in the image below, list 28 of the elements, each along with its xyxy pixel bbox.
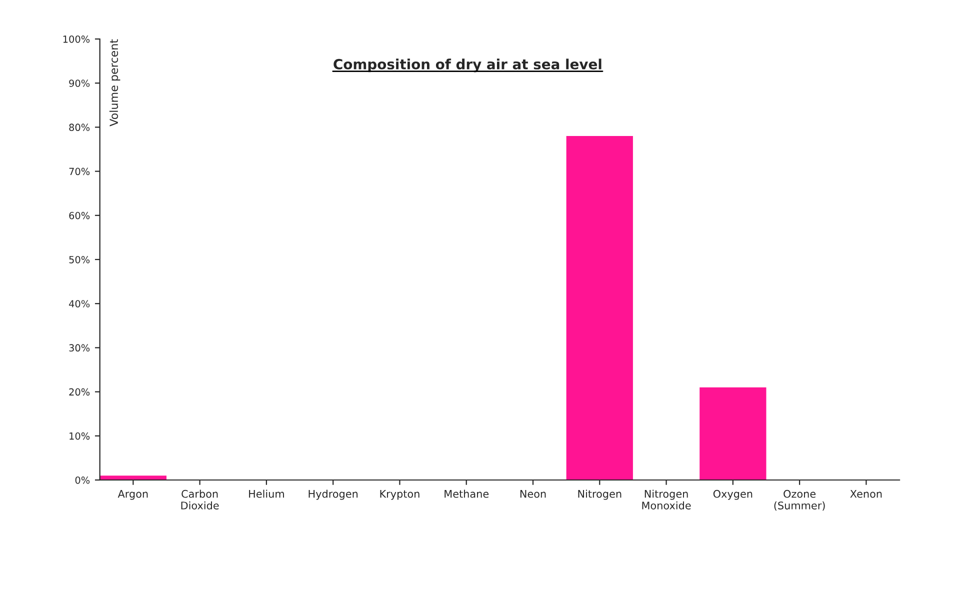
y-tick-label: 80% [69, 124, 90, 132]
x-tick-label: Nitrogen Monoxide [642, 490, 691, 510]
x-tick-label: Xenon [850, 490, 882, 498]
y-tick-label: 50% [69, 256, 90, 264]
x-tick-label: Nitrogen [578, 490, 622, 500]
x-tick-label: Carbon Dioxide [181, 490, 219, 510]
y-tick-label: 60% [69, 212, 90, 220]
x-tick-label: Helium [249, 490, 284, 498]
x-tick-label: Oxygen [713, 490, 752, 500]
x-tick-label: Hydrogen [308, 490, 358, 500]
bar [700, 387, 766, 480]
x-tick-label: Argon [118, 490, 148, 500]
y-tick-label: 70% [69, 168, 90, 176]
x-tick-label: Krypton [380, 490, 420, 500]
x-tick-label: Neon [520, 490, 546, 498]
x-tick-label: Ozone (Summer) [774, 490, 825, 511]
x-tick-label: Methane [444, 490, 489, 498]
y-tick-label: 0% [75, 476, 90, 484]
y-tick-label: 10% [70, 432, 90, 440]
y-tick-label: 20% [69, 388, 90, 396]
y-tick-label: 40% [68, 300, 90, 308]
y-tick-label: 100% [63, 35, 90, 43]
y-axis-title: Volume percent [109, 39, 120, 126]
y-tick-label: 30% [69, 344, 90, 352]
y-tick-label: 90% [69, 80, 90, 87]
text: Composition of dry air at sea level [334, 58, 602, 72]
bar [566, 136, 633, 480]
bar [100, 476, 166, 480]
